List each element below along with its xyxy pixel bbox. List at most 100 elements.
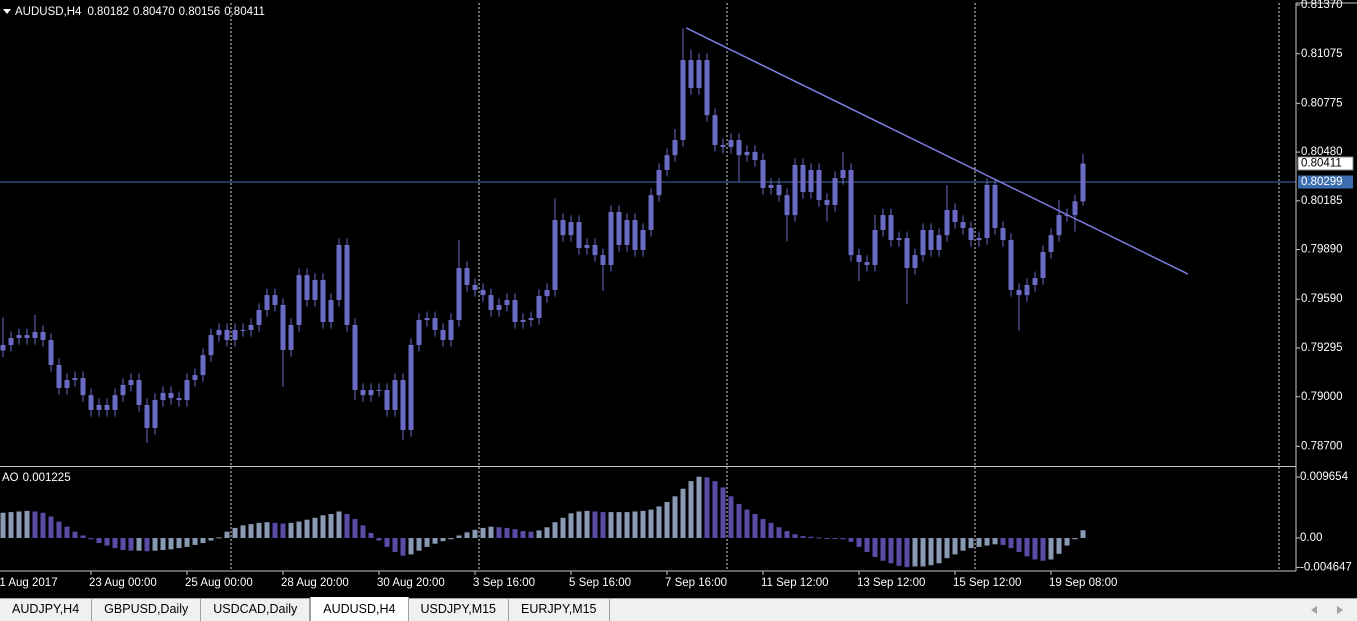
candle-body <box>416 320 422 345</box>
candle-body <box>352 324 358 390</box>
candle-body <box>768 184 774 188</box>
candle-body <box>776 184 782 196</box>
ao-bar <box>64 526 70 539</box>
candle-body <box>1040 251 1046 279</box>
ao-bar <box>1032 538 1038 560</box>
ao-bar <box>176 538 182 549</box>
candle-body <box>528 318 534 321</box>
candle-body <box>168 392 174 399</box>
scroll-left[interactable] <box>1311 606 1317 614</box>
ao-bar <box>392 538 398 552</box>
ao-bar <box>656 506 662 539</box>
ao-bar <box>400 538 406 556</box>
candle-body <box>856 255 862 263</box>
ao-bar <box>224 531 230 539</box>
candle-body <box>840 169 846 179</box>
ao-bar <box>640 510 646 539</box>
header-high: 0.80470 <box>133 6 175 18</box>
candle-body <box>640 229 646 250</box>
ao-bar <box>664 501 670 539</box>
candle-body <box>888 215 894 241</box>
candle-body <box>144 404 150 428</box>
symbol-tab[interactable]: GBPUSD,Daily <box>92 599 202 621</box>
x-tick-label: 7 Sep 16:00 <box>665 577 727 589</box>
ao-bar <box>552 522 558 539</box>
candle-body <box>216 329 222 336</box>
ao-bar <box>1016 538 1022 552</box>
x-tick-label: 3 Sep 16:00 <box>473 577 535 589</box>
scroll-right[interactable] <box>1337 606 1343 614</box>
ao-bar <box>112 538 118 549</box>
ao-bar <box>904 538 910 568</box>
ao-bar <box>192 538 198 545</box>
candle-body <box>896 238 902 241</box>
ao-bar <box>480 527 486 539</box>
candle-body <box>424 318 430 321</box>
ao-bar <box>632 511 638 539</box>
candle-body <box>1072 201 1078 216</box>
ao-bar <box>920 538 926 567</box>
ao-bar <box>576 511 582 539</box>
ao-bar <box>584 510 590 539</box>
candle-body <box>880 215 886 230</box>
ao-bar <box>728 496 734 539</box>
ao-bar <box>496 527 502 539</box>
candle-body <box>16 335 22 339</box>
ao-bar <box>48 516 54 539</box>
symbol-tab[interactable]: USDCAD,Daily <box>201 599 311 621</box>
ao-bar <box>16 511 22 539</box>
ao-bar <box>272 522 278 539</box>
ao-bar <box>928 538 934 566</box>
candle-body <box>520 320 526 323</box>
symbol-tab[interactable]: AUDJPY,H4 <box>0 599 93 621</box>
ao-bar <box>648 509 654 539</box>
ao-bar <box>416 538 422 551</box>
candle-body <box>328 300 334 323</box>
candle-body <box>1032 278 1038 285</box>
candle-body <box>1024 284 1030 296</box>
candle-body <box>592 244 598 256</box>
ao-bar <box>520 531 526 539</box>
price-tag: 0.80299 <box>1301 176 1343 188</box>
candle-body <box>616 211 622 245</box>
candle-body <box>544 289 550 297</box>
candle-body <box>704 60 710 116</box>
ao-bar <box>888 538 894 564</box>
symbol-tab[interactable]: USDJPY,M15 <box>409 599 510 621</box>
x-tick-label: 21 Aug 2017 <box>0 577 58 589</box>
ao-bar <box>368 532 374 539</box>
ao-bar <box>464 532 470 539</box>
ao-bar <box>24 510 30 539</box>
ao-bar <box>256 522 262 539</box>
ao-bar <box>200 538 206 544</box>
candle-body <box>872 229 878 265</box>
ao-bar <box>880 538 886 561</box>
candle-body <box>1008 240 1014 290</box>
ao-bar <box>40 512 46 539</box>
candle-body <box>864 262 870 265</box>
candle-body <box>792 164 798 216</box>
ao-bar <box>608 512 614 539</box>
ao-bar <box>800 536 806 539</box>
candle-body <box>944 209 950 236</box>
ao-bar <box>312 517 318 539</box>
candle-body <box>392 380 398 410</box>
ao-bar <box>448 538 454 540</box>
candle-body <box>720 144 726 147</box>
tab-scroll-arrows[interactable] <box>1309 603 1349 617</box>
candle-body <box>920 229 926 256</box>
ao-y-tick-label: -0.004647 <box>1300 561 1352 573</box>
candle-body <box>1016 289 1022 296</box>
candle-body <box>248 324 254 330</box>
ao-bar <box>832 538 838 540</box>
ao-bar <box>160 538 166 551</box>
symbol-tab[interactable]: EURJPY,M15 <box>509 599 610 621</box>
ao-bar <box>712 481 718 539</box>
collapse-icon <box>3 9 11 14</box>
y-tick-label: 0.79000 <box>1301 391 1343 403</box>
candle-body <box>568 222 574 236</box>
symbol-tab[interactable]: AUDUSD,H4 <box>310 597 409 621</box>
ao-bar <box>560 517 566 539</box>
ao-bar <box>88 538 94 540</box>
x-tick-label: 11 Sep 12:00 <box>761 577 829 589</box>
